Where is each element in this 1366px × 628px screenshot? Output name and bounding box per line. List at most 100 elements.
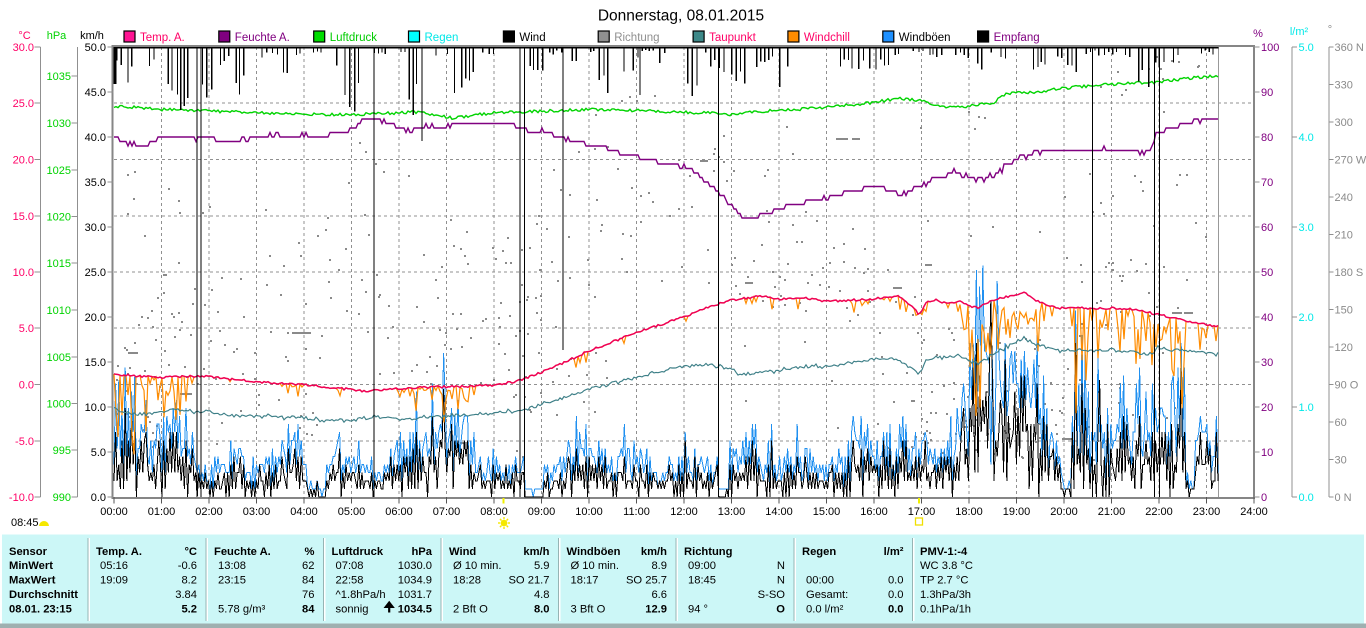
svg-text:17:00: 17:00 xyxy=(908,506,936,518)
svg-text:%: % xyxy=(305,546,315,558)
svg-text:hPa: hPa xyxy=(47,30,67,42)
svg-text:62: 62 xyxy=(302,560,314,572)
svg-text:08:00: 08:00 xyxy=(480,506,508,518)
svg-text:Wind: Wind xyxy=(449,546,476,558)
svg-text:300: 300 xyxy=(1335,117,1353,129)
svg-text:-0.6: -0.6 xyxy=(178,560,197,572)
svg-text:76: 76 xyxy=(302,589,314,601)
svg-text:0.0: 0.0 xyxy=(91,492,106,504)
svg-text:Richtung: Richtung xyxy=(684,546,733,558)
svg-text:18:00: 18:00 xyxy=(955,506,983,518)
svg-text:Temp. A.: Temp. A. xyxy=(140,32,185,44)
svg-text:30.0: 30.0 xyxy=(85,222,106,234)
svg-text:Wind: Wind xyxy=(519,32,545,44)
svg-text:16:00: 16:00 xyxy=(860,506,888,518)
svg-text:Ø 10 min.: Ø 10 min. xyxy=(571,560,620,572)
svg-text:14:00: 14:00 xyxy=(765,506,793,518)
svg-text:09:00: 09:00 xyxy=(688,560,716,572)
svg-text:0: 0 xyxy=(1261,492,1267,504)
svg-text:0.0 l/m²: 0.0 l/m² xyxy=(806,603,844,615)
svg-text:Windböen: Windböen xyxy=(567,546,621,558)
svg-text:1030: 1030 xyxy=(47,118,71,130)
svg-text:06:00: 06:00 xyxy=(385,506,413,518)
svg-text:24:00: 24:00 xyxy=(1240,506,1268,518)
svg-text:21:00: 21:00 xyxy=(1098,506,1126,518)
svg-text:25.0: 25.0 xyxy=(85,267,106,279)
svg-text:Feuchte A.: Feuchte A. xyxy=(235,32,290,44)
svg-text:WC 3.8 °C: WC 3.8 °C xyxy=(920,560,973,572)
svg-text:5.0: 5.0 xyxy=(19,323,34,335)
svg-text:O: O xyxy=(776,603,785,615)
svg-text:5.0: 5.0 xyxy=(1299,42,1314,54)
svg-text:120: 120 xyxy=(1335,342,1353,354)
svg-text:30: 30 xyxy=(1261,357,1273,369)
svg-text:35.0: 35.0 xyxy=(85,177,106,189)
svg-text:1030.0: 1030.0 xyxy=(398,560,432,572)
svg-text:3.84: 3.84 xyxy=(175,589,197,601)
svg-text:l/m²: l/m² xyxy=(1290,26,1309,38)
svg-text:Donnerstag, 08.01.2015: Donnerstag, 08.01.2015 xyxy=(598,8,764,25)
svg-text:240: 240 xyxy=(1335,192,1353,204)
svg-text:1000: 1000 xyxy=(47,399,71,411)
svg-text:07:08: 07:08 xyxy=(336,560,364,572)
svg-text:Gesamt:: Gesamt: xyxy=(806,589,848,601)
svg-text:10: 10 xyxy=(1261,447,1273,459)
svg-text:Empfang: Empfang xyxy=(994,32,1040,44)
svg-text:N: N xyxy=(777,575,785,587)
svg-text:Sensor: Sensor xyxy=(9,546,48,558)
svg-text:1031.7: 1031.7 xyxy=(398,589,432,601)
svg-text:19:09: 19:09 xyxy=(100,575,128,587)
svg-text:330: 330 xyxy=(1335,80,1353,92)
svg-text:4.8: 4.8 xyxy=(534,589,550,601)
svg-text:22:00: 22:00 xyxy=(1145,506,1173,518)
svg-text:1025: 1025 xyxy=(47,165,71,177)
svg-text:12:00: 12:00 xyxy=(670,506,698,518)
svg-text:3 Bft O: 3 Bft O xyxy=(571,603,606,615)
svg-text:-5.0: -5.0 xyxy=(15,436,34,448)
svg-text:12.9: 12.9 xyxy=(645,603,667,615)
svg-text:00:00: 00:00 xyxy=(806,575,834,587)
svg-text:°C: °C xyxy=(184,546,197,558)
svg-text:km/h: km/h xyxy=(523,546,549,558)
svg-text:N: N xyxy=(777,560,785,572)
svg-text:01:00: 01:00 xyxy=(148,506,176,518)
svg-text:04:00: 04:00 xyxy=(290,506,318,518)
svg-text:80: 80 xyxy=(1261,132,1273,144)
svg-text:18:17: 18:17 xyxy=(571,575,599,587)
svg-text:-10.0: -10.0 xyxy=(9,492,34,504)
svg-text:4.0: 4.0 xyxy=(1299,132,1314,144)
svg-text:2.0: 2.0 xyxy=(1299,312,1314,324)
svg-text:02:00: 02:00 xyxy=(195,506,223,518)
svg-text:270 W: 270 W xyxy=(1335,155,1366,167)
svg-text:50: 50 xyxy=(1261,267,1273,279)
svg-text:25.0: 25.0 xyxy=(13,98,34,110)
svg-text:8.2: 8.2 xyxy=(181,575,197,587)
svg-text:PMV-1:-4: PMV-1:-4 xyxy=(920,546,968,558)
svg-text:SO 25.7: SO 25.7 xyxy=(626,575,667,587)
svg-text:1020: 1020 xyxy=(47,212,71,224)
svg-text:03:00: 03:00 xyxy=(243,506,271,518)
svg-text:Durchschnitt: Durchschnitt xyxy=(9,589,78,601)
svg-text:30: 30 xyxy=(1335,455,1347,467)
svg-text:210: 210 xyxy=(1335,230,1353,242)
svg-text:l/m²: l/m² xyxy=(884,546,904,558)
svg-text:Feuchte A.: Feuchte A. xyxy=(214,546,271,558)
svg-text:23:00: 23:00 xyxy=(1193,506,1221,518)
svg-text:08.01. 23:15: 08.01. 23:15 xyxy=(9,603,72,615)
svg-text:Richtung: Richtung xyxy=(614,32,659,44)
svg-text:100: 100 xyxy=(1261,42,1279,54)
svg-text:1.0: 1.0 xyxy=(1299,402,1314,414)
svg-text:0.0: 0.0 xyxy=(19,380,34,392)
svg-text:Regen: Regen xyxy=(425,32,459,44)
svg-text:sonnig: sonnig xyxy=(336,603,369,615)
svg-text:70: 70 xyxy=(1261,177,1273,189)
svg-text:84: 84 xyxy=(302,603,315,615)
svg-text:90: 90 xyxy=(1261,87,1273,99)
svg-text:Windböen: Windböen xyxy=(899,32,951,44)
svg-text:1035: 1035 xyxy=(47,71,71,83)
svg-text:8.9: 8.9 xyxy=(651,560,667,572)
svg-text:13:00: 13:00 xyxy=(718,506,746,518)
svg-text:08:45: 08:45 xyxy=(11,517,39,529)
svg-text:18:28: 18:28 xyxy=(453,575,481,587)
svg-text:0.0: 0.0 xyxy=(888,603,904,615)
